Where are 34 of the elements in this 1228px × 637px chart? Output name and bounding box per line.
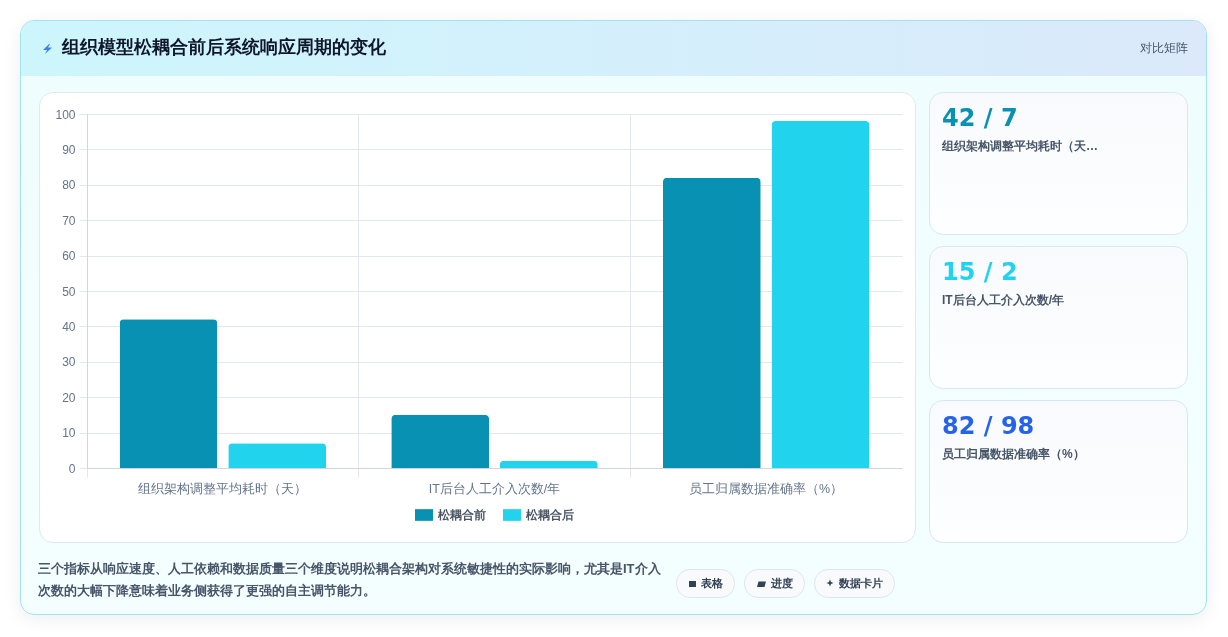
y-tick-label: 70 xyxy=(62,213,76,228)
y-tick-label: 80 xyxy=(62,178,76,193)
text: IT后台人工介入次数/年 xyxy=(942,292,1064,309)
chart-title: 组织模型松耦合前后系统响应周期的变化 xyxy=(62,36,386,59)
text: 82 / 98 xyxy=(942,412,1035,440)
bar xyxy=(391,414,490,468)
y-tick-label: 0 xyxy=(68,461,76,476)
text: 对比矩阵 xyxy=(1140,40,1188,57)
legend-label: 松耦合前 xyxy=(437,508,486,522)
y-tick-label: 40 xyxy=(62,319,76,334)
bar xyxy=(228,443,327,468)
y-tick-label: 30 xyxy=(62,355,76,370)
button[interactable]: 表格 xyxy=(676,569,735,598)
y-tick-label: 60 xyxy=(62,249,76,264)
text: 15 / 2 xyxy=(942,258,1018,286)
button[interactable]: 进度 xyxy=(744,569,805,598)
text: 三个指标从响应速度、人工依赖和数据质量三个维度说明松耦合架构对系统敏捷性的实际影响，尤其是IT介入次数的大幅下降意味着业务侧获得了更强的自主调节能力。 xyxy=(38,560,662,600)
text: 组织架构调整平均耗时（天… xyxy=(942,138,1098,155)
text: 员工归属数据准确率（%） xyxy=(942,446,1085,463)
bar xyxy=(119,319,218,468)
legend-label: 松耦合后 xyxy=(525,508,574,522)
x-tick-label: 组织架构调整平均耗时（天） xyxy=(138,481,308,496)
y-tick-label: 20 xyxy=(62,390,76,405)
bar xyxy=(499,460,598,468)
bar xyxy=(771,121,870,468)
x-tick-label: IT后台人工介入次数/年 xyxy=(428,481,561,496)
text: 42 / 7 xyxy=(942,104,1018,132)
x-tick-label: 员工归属数据准确率（%） xyxy=(689,480,844,496)
y-tick-label: 90 xyxy=(62,142,76,157)
y-tick-label: 10 xyxy=(62,426,76,441)
button[interactable]: 数据卡片 xyxy=(814,569,895,598)
y-tick-label: 50 xyxy=(62,284,76,299)
y-tick-label: 100 xyxy=(55,107,76,122)
bar xyxy=(662,177,761,468)
